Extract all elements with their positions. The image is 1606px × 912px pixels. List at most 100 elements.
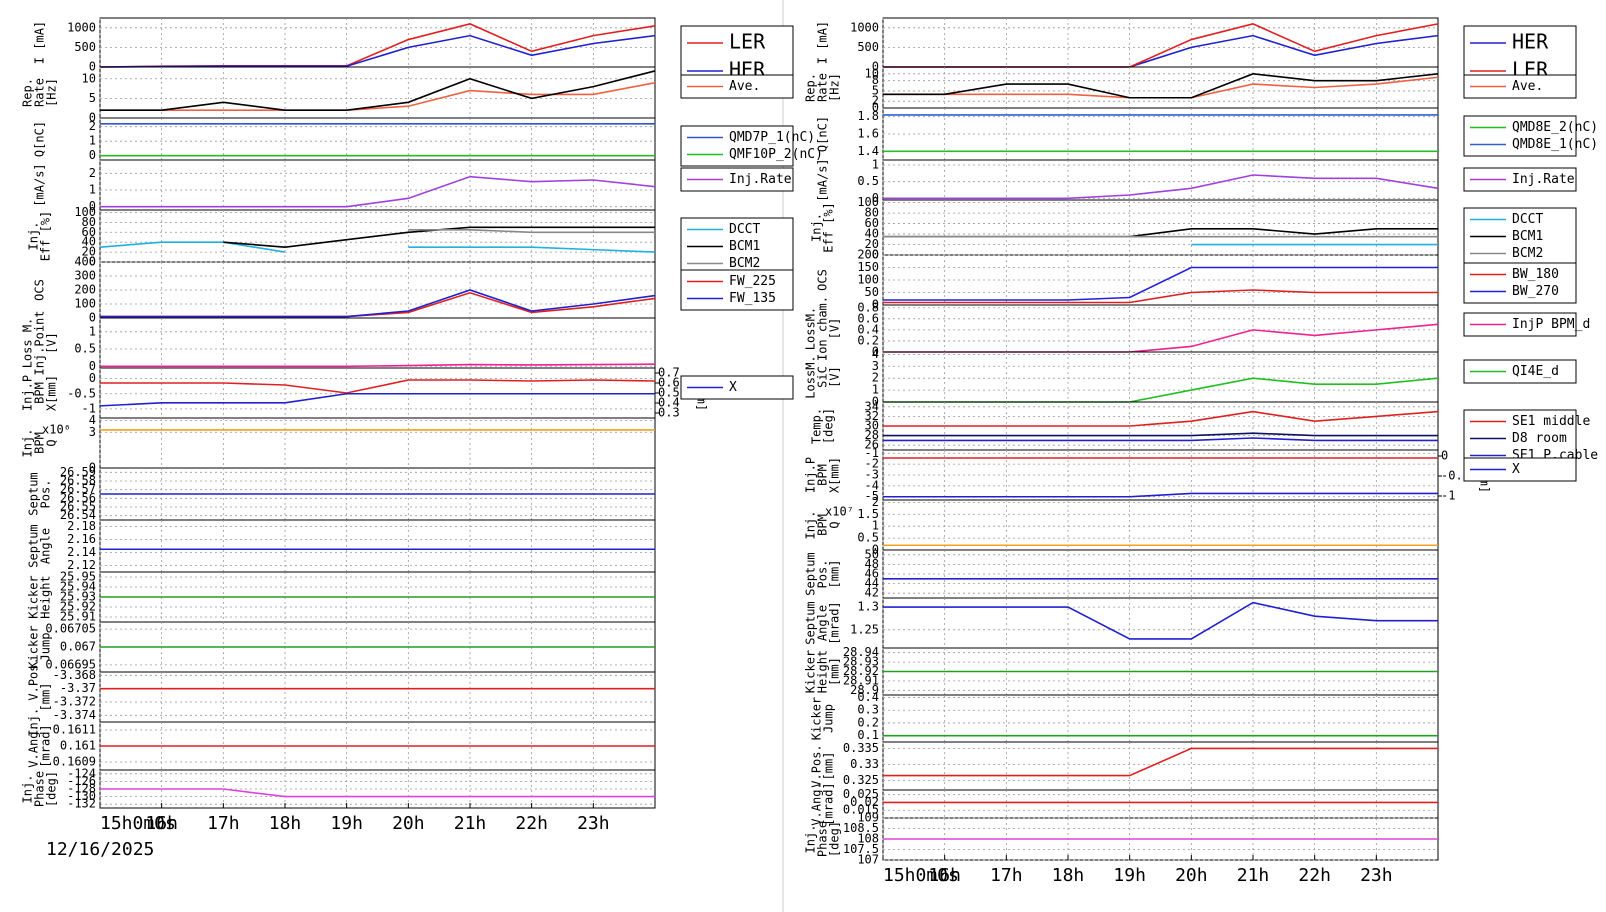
x-tick-label: 22h <box>515 813 548 834</box>
y-tick-label: 100 <box>857 195 879 209</box>
legend-box <box>680 269 794 311</box>
y-tick-label: 1 <box>872 383 879 397</box>
y-tick-label: 4 <box>89 413 96 427</box>
y-tick-label: 0.6 <box>857 311 879 325</box>
y-tick-label: -3.372 <box>53 695 96 709</box>
y-tick-label: 60 <box>865 216 879 230</box>
legend-label: SE1 middle <box>1512 414 1590 429</box>
y-axis-label: SiC <box>816 366 830 388</box>
y-tick-label: 0 <box>872 543 879 557</box>
y-axis-label: [mm] <box>828 657 842 686</box>
y-tick-label: 60 <box>82 225 96 239</box>
y-axis-label: [mA/s] <box>816 158 830 201</box>
y-axis-label: Kicker <box>804 650 818 693</box>
y-tick-label: 2.16 <box>67 532 96 546</box>
y-axis-label: OCS <box>816 269 830 291</box>
legend-label: QMD8E_2(nC) <box>1512 120 1598 135</box>
y-axis-label: Septum <box>804 552 818 595</box>
legend-label: FW_135 <box>729 291 776 306</box>
y-axis-label: X[mm] <box>45 375 59 411</box>
y-tick-label: 0.5 <box>857 531 879 545</box>
legend-label: BCM1 <box>729 239 760 254</box>
legend-label: QMD7P_1(nC) <box>729 130 815 145</box>
y-tick-label: 0.02 <box>850 795 879 809</box>
series-line <box>883 410 1439 427</box>
y-axis-label: Q[nC] <box>816 116 830 152</box>
y-tick-label: 0.33 <box>850 757 879 771</box>
x-tick-label: 22h <box>1298 865 1331 886</box>
y-axis-label: Eff [%] <box>39 211 53 262</box>
y-tick-label: 1.8 <box>857 109 879 123</box>
y-tick-label: 0.8 <box>857 300 879 314</box>
legend-label: BCM2 <box>1512 246 1543 261</box>
y-tick-label: 10 <box>82 71 96 85</box>
y-axis-label: [mrad] <box>828 601 842 644</box>
y-axis-label: I [mA] <box>816 21 830 64</box>
y-axis-label: Pos. <box>816 560 830 589</box>
y-tick-label: 300 <box>74 269 96 283</box>
y-tick-label: 26.54 <box>60 508 96 522</box>
legend-box <box>1463 115 1577 157</box>
y-tick-label: 0.2 <box>857 333 879 347</box>
legend-box <box>1463 312 1577 337</box>
x-tick-label: 17h <box>990 865 1023 886</box>
y-axis-label: [mm] <box>39 683 53 712</box>
y-tick-label: -5 <box>865 489 879 503</box>
y-axis-label: [Hz] <box>45 78 59 107</box>
y-tick-label: 28.9 <box>850 683 879 697</box>
y-tick-label: 0 <box>89 255 96 269</box>
y-axis-label: [Hz] <box>828 73 842 102</box>
y-tick-label: 0 <box>872 191 879 205</box>
y-axis-label: [V] <box>828 366 842 388</box>
y2-tick-label: -0.5 <box>1441 469 1470 483</box>
y-axis-label: Angle <box>39 528 53 564</box>
legend-label: LER <box>729 30 766 54</box>
y-tick-label: 3 <box>872 359 879 373</box>
y-tick-label: 44 <box>865 576 879 590</box>
y-tick-label: -124 <box>67 766 96 780</box>
series-line <box>883 73 1439 99</box>
y2-tick-label: 0.4 <box>658 396 680 410</box>
y2-tick-label: 0.7 <box>658 366 680 380</box>
x-tick-label: 21h <box>454 813 487 834</box>
y-tick-label: 0.025 <box>843 787 879 801</box>
series-line <box>883 492 1438 498</box>
y-tick-label: -3.368 <box>53 668 96 682</box>
y-tick-label: 5 <box>89 91 96 105</box>
series-line <box>100 363 656 368</box>
x-tick-label: 18h <box>1052 865 1085 886</box>
y-axis-label: [deg] <box>45 771 59 807</box>
legend-label: QMD8E_1(nC) <box>1512 137 1598 152</box>
series-line <box>100 70 656 111</box>
series-line <box>100 788 655 798</box>
y-tick-label: 48 <box>865 557 879 571</box>
y-tick-label: 400 <box>74 255 96 269</box>
y-axis-label: [V] <box>828 318 842 340</box>
y-axis-label: Inj.P <box>21 375 35 411</box>
y-tick-label: -132 <box>67 797 96 811</box>
series-line <box>883 432 1438 437</box>
y-tick-label: 1 <box>872 519 879 533</box>
y-tick-label: 0 <box>89 359 96 373</box>
y-tick-label: 1 <box>89 324 96 338</box>
legend-box <box>680 375 794 400</box>
y-tick-label: 107.5 <box>843 842 879 856</box>
y-tick-label: 26 <box>865 438 879 452</box>
y-tick-label: 0.3 <box>857 703 879 717</box>
x-tick-label: 20h <box>1175 865 1208 886</box>
y-axis-label: Inj. <box>804 825 818 854</box>
y-tick-label: 0 <box>89 461 96 475</box>
y-tick-label: 28.91 <box>843 673 879 687</box>
y-tick-label: 0.325 <box>843 773 879 787</box>
y-axis-label: Kicker <box>27 575 41 618</box>
y-tick-label: 200 <box>857 248 879 262</box>
y-tick-label: 80 <box>865 206 879 220</box>
y-axis-label: [mm] <box>822 752 836 781</box>
y-tick-label: -130 <box>67 789 96 803</box>
y-tick-label: 0 <box>872 298 879 312</box>
y-tick-label: 1 <box>872 158 879 172</box>
y-tick-label: -126 <box>67 774 96 788</box>
y-tick-label: 0.1611 <box>53 723 96 737</box>
y-tick-label: 0.1 <box>857 728 879 742</box>
series-line <box>99 34 656 68</box>
